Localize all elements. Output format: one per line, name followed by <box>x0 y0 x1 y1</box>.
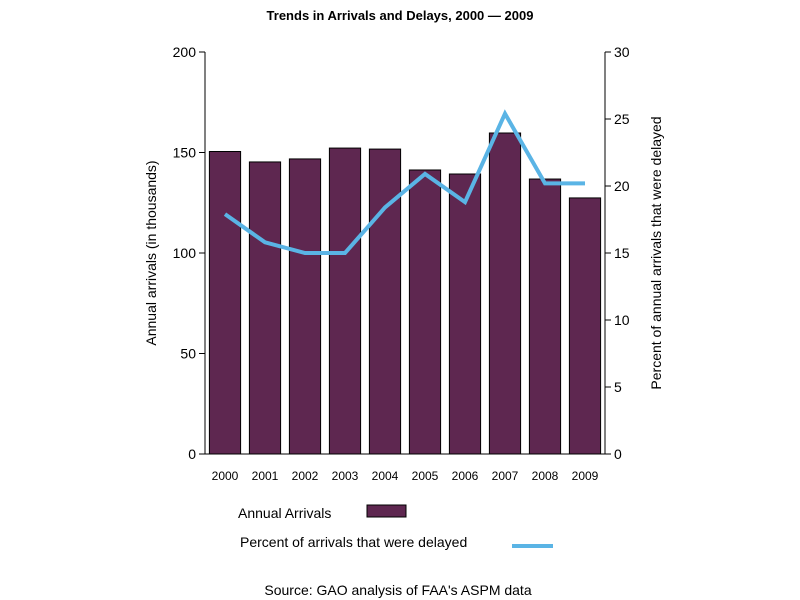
bar-2002 <box>288 158 322 455</box>
y-tick-label: 0 <box>188 446 196 462</box>
y2-tick-label: 5 <box>614 379 622 395</box>
y2-tick-label: 10 <box>614 312 630 328</box>
x-tick-label: 2007 <box>492 469 519 483</box>
x-tick-label: 2003 <box>332 469 359 483</box>
bar-2009 <box>568 197 602 455</box>
chart-title: Trends in Arrivals and Delays, 2000 — 20… <box>267 8 534 23</box>
source-note: Source: GAO analysis of FAA's ASPM data <box>264 582 531 598</box>
x-tick-label: 2008 <box>532 469 559 483</box>
y-tick-label: 100 <box>173 245 197 261</box>
x-tick-label: 2009 <box>572 469 599 483</box>
legend-swatch-arrivals <box>366 504 407 518</box>
x-tick-label: 2006 <box>452 469 479 483</box>
y-tick-label: 150 <box>173 145 197 161</box>
bar-2005 <box>408 169 442 455</box>
bar-2001 <box>248 161 282 455</box>
y-tick-label: 200 <box>173 44 197 60</box>
bar-2006 <box>448 173 482 455</box>
y2-axis-label: Percent of annual arrivals that were del… <box>648 116 664 389</box>
bar-2004 <box>368 148 402 455</box>
y2-tick-label: 25 <box>614 111 630 127</box>
y2-tick-label: 20 <box>614 178 630 194</box>
bar-2007 <box>488 132 522 455</box>
legend-label-arrivals: Annual Arrivals <box>238 505 331 521</box>
x-tick-label: 2005 <box>412 469 439 483</box>
legend-label-delayed: Percent of arrivals that were delayed <box>240 534 467 550</box>
x-tick-label: 2004 <box>372 469 399 483</box>
bar-2000 <box>208 150 242 455</box>
y-axis-label: Annual arrivals (in thousands) <box>143 160 159 345</box>
y-tick-label: 50 <box>180 346 196 362</box>
y2-tick-label: 30 <box>614 44 630 60</box>
x-tick-label: 2001 <box>252 469 279 483</box>
bar-2008 <box>528 178 562 455</box>
y2-tick-label: 15 <box>614 245 630 261</box>
delay-percent-line <box>223 109 585 255</box>
x-tick-label: 2002 <box>292 469 319 483</box>
bar-2003 <box>328 147 362 455</box>
x-tick-label: 2000 <box>212 469 239 483</box>
y2-tick-label: 0 <box>614 446 622 462</box>
